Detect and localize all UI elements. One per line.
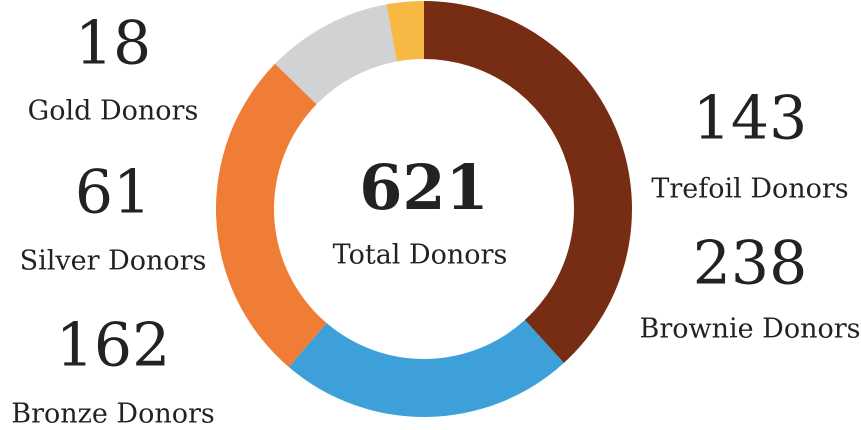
donut-segment: [288, 320, 564, 417]
total-label: Total Donors: [333, 240, 508, 271]
value-label: 61: [75, 158, 151, 228]
total-value: 621: [359, 151, 488, 224]
donut-segment: [275, 4, 397, 105]
category-label: Bronze Donors: [11, 399, 215, 430]
donut-segment: [424, 1, 632, 363]
value-label: 143: [693, 84, 808, 154]
donut-segment: [216, 63, 327, 368]
category-label: Gold Donors: [28, 96, 199, 127]
category-label: Trefoil Donors: [651, 174, 848, 205]
value-label: 18: [75, 9, 151, 79]
donut-segment: [386, 1, 424, 62]
value-label: 162: [56, 311, 171, 381]
category-label: Brownie Donors: [639, 314, 860, 345]
category-label: Silver Donors: [20, 246, 207, 277]
value-label: 238: [693, 229, 808, 299]
